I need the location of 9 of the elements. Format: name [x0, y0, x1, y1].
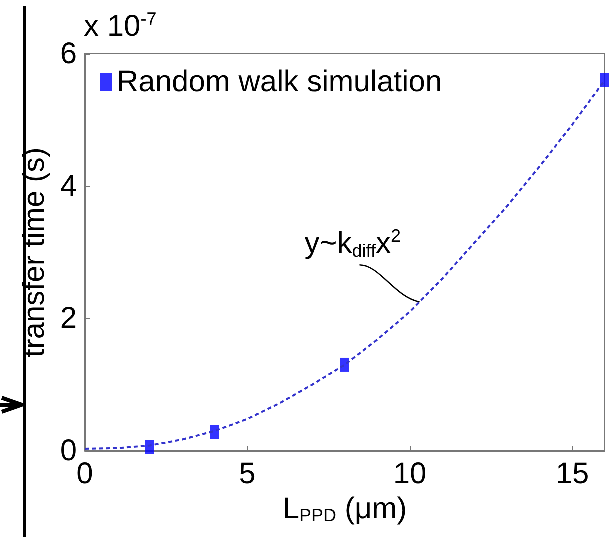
y-tick-label: 2 — [60, 302, 77, 336]
y-tick-label: 0 — [60, 434, 77, 468]
x-axis-title: LPPD (μm) — [282, 492, 408, 526]
x-tick-label: 5 — [239, 458, 256, 490]
y-tick-label: 4 — [60, 170, 77, 203]
y-tick-label: 6 — [60, 38, 77, 70]
x-tick-label: 15 — [556, 458, 590, 490]
legend-label: Random walk simulation — [117, 66, 442, 98]
x-tick-label: 10 — [393, 458, 427, 490]
